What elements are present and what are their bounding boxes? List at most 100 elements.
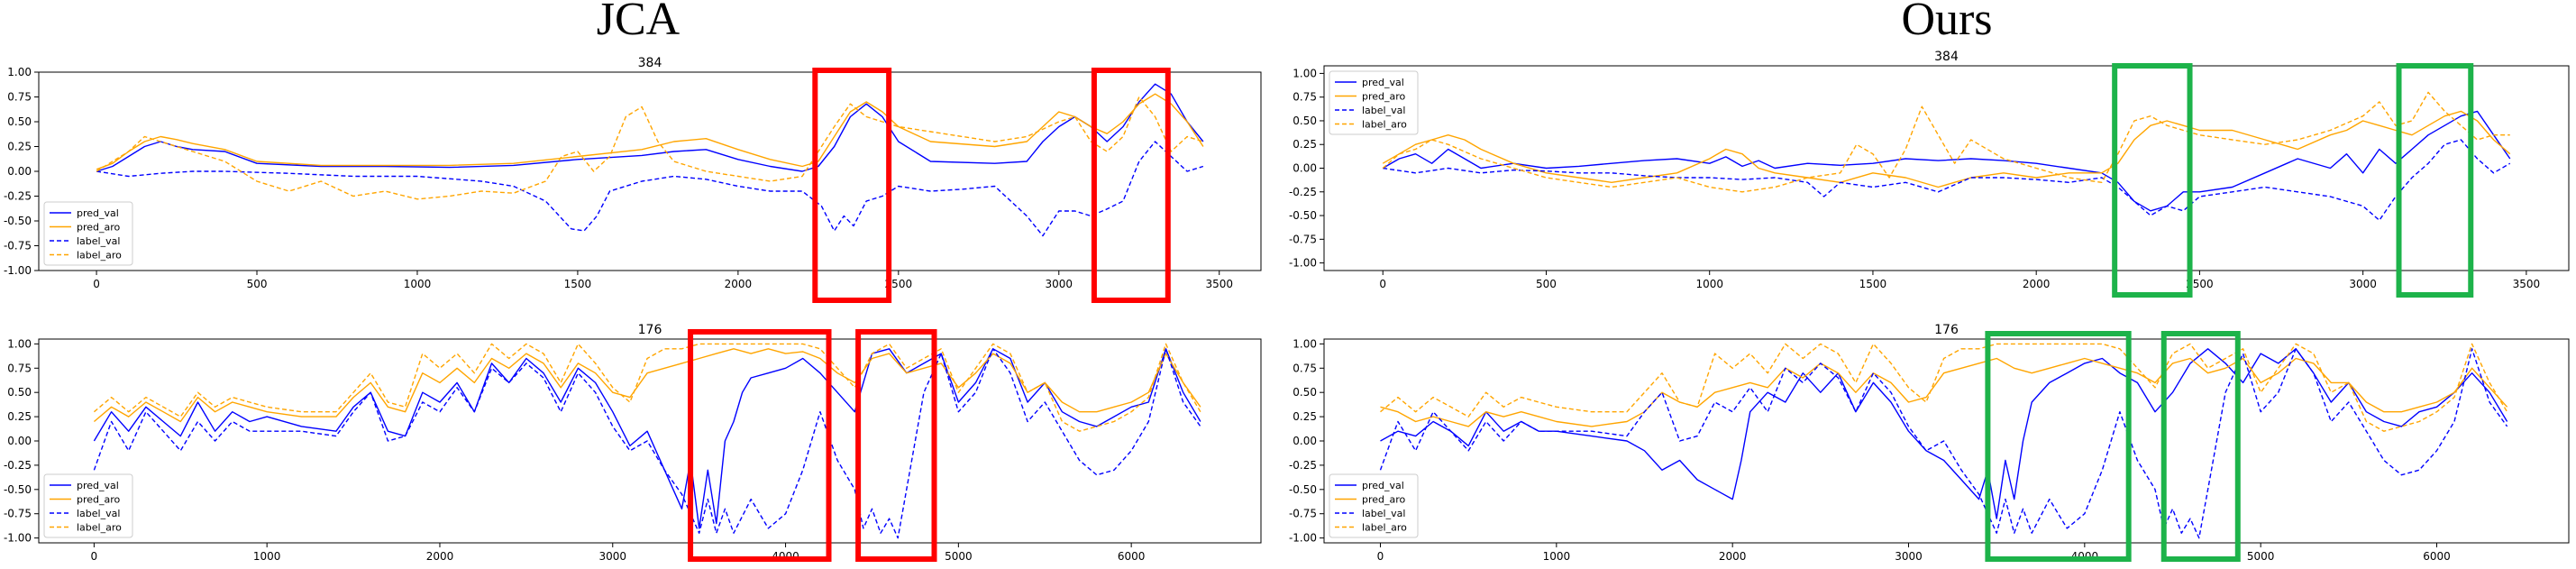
chart-ours-384: 384 1.00 0.75 0.50 0.25 0.00 -0.25 -0.50 -0.75 -1…	[1289, 50, 2570, 298]
legend-label: pred_val	[77, 480, 119, 491]
chart-jca-176: 176 1.00 0.75 0.50 0.25 0.00 -0.25 -0.50 -0.75 -1…	[4, 323, 1262, 563]
highlight-box	[1091, 68, 1171, 303]
highlight-box	[812, 68, 892, 303]
y-tick-label: 1.00	[7, 66, 32, 78]
y-tick-label: 0.50	[7, 386, 32, 399]
legend-label: label_val	[77, 235, 120, 247]
series-line-pred-aro	[93, 348, 1201, 423]
jca-column-title: JCA	[597, 0, 681, 45]
series-line-label-val	[1379, 348, 2508, 539]
x-tick-label: 1000	[1543, 550, 1571, 563]
y-tick-label: -0.25	[4, 459, 32, 472]
legend-label: label_val	[77, 508, 120, 519]
series-line-pred-aro	[1380, 357, 2508, 427]
x-tick-label: 6000	[1118, 550, 1146, 563]
y-tick-label: 0.25	[7, 410, 32, 423]
y-tick-label: -0.75	[1289, 233, 1317, 245]
series-group	[1382, 91, 2511, 221]
y-tick-label: -1.00	[1289, 257, 1317, 270]
y-tick-label: 0.75	[7, 91, 32, 104]
y-tick-label: 0.25	[1293, 410, 1317, 423]
x-tick-label: 1500	[564, 278, 592, 290]
legend-label: label_aro	[77, 522, 122, 534]
legend-box	[43, 473, 133, 538]
highlight-box	[2112, 63, 2193, 298]
chart-panels: 384 1.00 0.75 0.50 0.25 0.00 -0.25 -0.50 -0.75 -1…	[4, 50, 2570, 563]
x-tick-label: 2000	[2023, 278, 2051, 290]
series-line-label-val	[1383, 139, 2511, 221]
series-line-label-val	[93, 348, 1201, 539]
series-line-label-aro	[1382, 91, 2510, 193]
x-tick-label: 0	[1379, 278, 1386, 290]
legend-label: pred_aro	[77, 494, 121, 506]
x-tick-label: 5000	[945, 550, 973, 563]
series-line-pred-aro	[1382, 110, 2511, 188]
legend-label: pred_val	[1362, 480, 1404, 491]
x-tick-label: 1000	[404, 278, 432, 290]
x-tick-label: 5000	[2247, 550, 2275, 563]
y-tick-label: -1.00	[4, 264, 32, 277]
x-tick-label: 2000	[725, 278, 753, 290]
y-tick-label: 0.00	[7, 435, 32, 447]
y-tick-label: 0.25	[1293, 138, 1317, 151]
legend-label: pred_aro	[77, 222, 121, 234]
y-tick-label: 0.50	[7, 115, 32, 128]
x-tick-label: 3000	[2349, 278, 2377, 290]
series-line-label-aro	[1380, 343, 2508, 432]
legend-label: label_aro	[1362, 119, 1407, 131]
series-line-label-aro	[93, 343, 1201, 432]
x-tick-label: 0	[1377, 550, 1384, 563]
y-tick-label: 0.00	[7, 165, 32, 178]
series-group	[1379, 343, 2508, 539]
legend-label: pred_aro	[1362, 494, 1406, 506]
panel-title: 384	[638, 56, 662, 70]
y-tick-label: 0.25	[7, 141, 32, 153]
y-tick-label: -0.50	[1289, 483, 1317, 496]
x-tick-label: 2500	[885, 278, 913, 290]
panel-title: 384	[1934, 50, 1959, 64]
legend-label: label_val	[1362, 105, 1405, 116]
legend-label: pred_val	[77, 207, 119, 219]
y-tick-label: 0.00	[1293, 435, 1317, 447]
x-tick-label: 3000	[598, 550, 626, 563]
y-tick-label: 0.75	[1293, 91, 1317, 104]
x-tick-label: 0	[91, 550, 98, 563]
chart-ours-176: 176 1.00 0.75 0.50 0.25 0.00 -0.25 -0.50 -0.75 -1…	[1289, 323, 2570, 563]
highlight-box	[2396, 63, 2474, 298]
y-tick-label: -0.50	[1289, 209, 1317, 222]
series-line-label-val	[96, 141, 1204, 237]
plot-area-frame	[1323, 338, 2570, 544]
legend-box	[1329, 70, 1419, 135]
x-tick-label: 6000	[2423, 550, 2451, 563]
legend-label: pred_aro	[1362, 91, 1406, 103]
y-tick-label: -0.50	[4, 215, 32, 227]
legend-label: label_aro	[1362, 522, 1407, 534]
legend-label: label_val	[1362, 508, 1405, 519]
x-tick-label: 2000	[426, 550, 454, 563]
legend-box	[43, 201, 133, 266]
y-tick-label: 1.00	[1293, 67, 1317, 79]
y-tick-label: -0.25	[1289, 459, 1317, 472]
x-tick-label: 1000	[253, 550, 281, 563]
y-tick-label: -0.25	[1289, 186, 1317, 198]
y-tick-label: 0.50	[1293, 386, 1317, 399]
plot-area-frame	[1323, 65, 2570, 271]
y-tick-label: -0.25	[4, 190, 32, 203]
series-line-pred-val	[96, 83, 1204, 172]
panel-title: 176	[638, 323, 662, 337]
y-tick-label: 0.75	[1293, 362, 1317, 374]
ours-column-title: Ours	[1901, 0, 1992, 45]
highlight-box	[1985, 331, 2132, 562]
y-tick-label: 1.00	[1293, 337, 1317, 350]
y-tick-label: 0.00	[1293, 162, 1317, 175]
x-tick-label: 3000	[1046, 278, 1073, 290]
x-tick-label: 3000	[1895, 550, 1923, 563]
series-line-pred-val	[1380, 348, 2508, 519]
x-tick-label: 500	[1536, 278, 1557, 290]
y-tick-label: 0.50	[1293, 115, 1317, 127]
y-tick-label: -0.75	[4, 240, 32, 252]
x-tick-label: 2000	[1719, 550, 1747, 563]
